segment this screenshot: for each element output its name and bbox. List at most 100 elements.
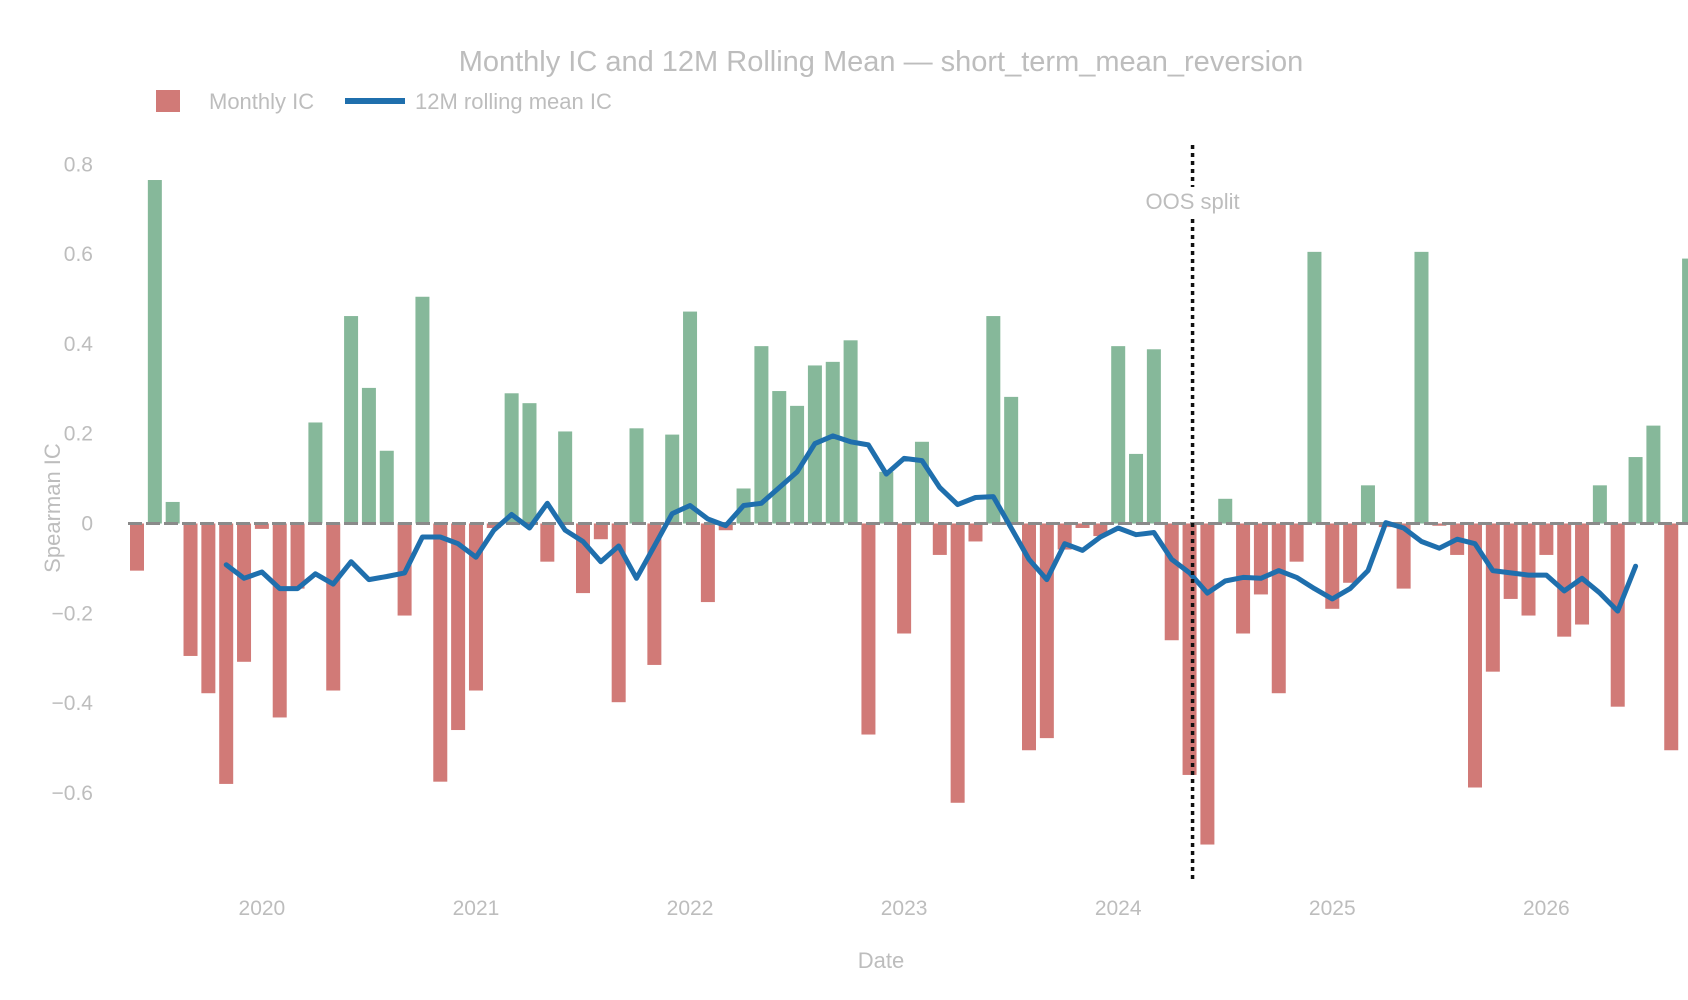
legend: Monthly IC 12M rolling mean IC [156, 89, 612, 114]
ic-bar [201, 523, 216, 694]
ic-bar [629, 428, 644, 524]
ic-bar [433, 523, 448, 782]
ic-bar [986, 316, 1001, 524]
y-axis-label: Spearman IC [40, 443, 65, 573]
ic-bar [1307, 251, 1322, 524]
ic-bar [290, 523, 305, 589]
ic-bar [790, 405, 805, 524]
ic-bar [272, 523, 287, 718]
ic-bar [1022, 523, 1036, 751]
ic-bar [1432, 523, 1447, 526]
ic-bar [1111, 346, 1126, 524]
x-tick-label: 2025 [1309, 897, 1356, 920]
ic-bar [1129, 453, 1144, 524]
ic-bar [1164, 523, 1179, 641]
ic-bar [1628, 457, 1643, 524]
ic-bar [1360, 485, 1375, 524]
x-tick-label: 2024 [1095, 897, 1142, 920]
chart-title: Monthly IC and 12M Rolling Mean — short_… [459, 46, 1304, 78]
ic-bar [772, 391, 787, 524]
ic-bar [165, 501, 180, 524]
ic-bar [237, 523, 252, 662]
ic-bar [1325, 523, 1340, 609]
ic-bar [1218, 498, 1233, 524]
ic-bar [1664, 523, 1679, 751]
ic-bar [558, 431, 573, 524]
ic-bar [1182, 523, 1197, 775]
ic-bar [897, 523, 912, 634]
ic-bar [700, 523, 715, 603]
ic-bar [1075, 523, 1090, 528]
ic-bar [611, 523, 626, 703]
legend-label-rolling-mean: 12M rolling mean IC [415, 89, 612, 114]
ic-bar [130, 523, 144, 571]
ic-bar [486, 523, 501, 528]
ic-bar [254, 523, 269, 529]
y-axis-ticks: 0.8 0.6 0.4 0.2 0 −0.2 −0.4 −0.6 [52, 153, 94, 805]
ic-bar [308, 422, 323, 524]
ic-bar [665, 434, 680, 524]
y-tick-label: 0.2 [64, 423, 93, 446]
rolling-mean-line [223, 433, 1639, 614]
y-tick-label: 0.4 [64, 333, 94, 356]
ic-bar [1271, 523, 1286, 694]
ic-bar [968, 523, 983, 542]
ic-bar [415, 296, 430, 524]
oos-split-marker: OOS split [1145, 145, 1240, 880]
ic-bar [1289, 523, 1304, 562]
ic-bar [647, 523, 662, 665]
rolling-mean-series [223, 433, 1639, 614]
ic-bar [1682, 258, 1688, 524]
ic-bar [1200, 523, 1215, 845]
x-tick-label: 2021 [453, 897, 500, 920]
y-tick-label: −0.4 [52, 692, 94, 715]
x-axis-ticks: 2020 2021 2022 2023 2024 2025 2026 [239, 897, 1570, 920]
ic-bar [1610, 523, 1625, 707]
ic-bar [379, 450, 394, 524]
ic-bar [147, 180, 162, 524]
ic-bar [540, 523, 555, 562]
ic-bar [1253, 523, 1268, 595]
y-tick-label: −0.2 [52, 602, 93, 625]
ic-bar [914, 441, 929, 524]
ic-bar [1396, 523, 1411, 589]
x-tick-label: 2023 [881, 897, 928, 920]
ic-bar [183, 523, 198, 656]
x-tick-label: 2026 [1523, 897, 1570, 920]
ic-bar [219, 523, 234, 784]
ic-bar [1468, 523, 1482, 788]
x-tick-label: 2022 [667, 897, 714, 920]
ic-bar [361, 387, 376, 524]
ic-bar [576, 523, 590, 594]
ic-bar [1485, 523, 1500, 672]
ic-bar [593, 523, 608, 540]
ic-bar [879, 471, 894, 524]
ic-bar [825, 361, 840, 524]
ic-bar [1414, 251, 1429, 524]
y-tick-label: 0.6 [64, 243, 93, 266]
ic-bar [932, 523, 947, 555]
ic-bar [451, 523, 466, 731]
ic-bar [468, 523, 483, 691]
ic-bar [1004, 396, 1019, 524]
ic-bar [1539, 523, 1554, 555]
ic-bar [522, 403, 537, 524]
ic-bar [1039, 523, 1054, 739]
y-tick-label: 0.8 [64, 153, 93, 176]
y-tick-label: −0.6 [52, 782, 93, 805]
ic-bar [861, 523, 876, 735]
ic-bar [683, 311, 698, 524]
ic-bar [344, 316, 359, 524]
ic-bar [1146, 349, 1161, 524]
oos-split-label: OOS split [1145, 189, 1239, 214]
ic-bar [754, 346, 769, 524]
legend-label-monthly-ic: Monthly IC [209, 89, 314, 114]
ic-bar [1575, 523, 1590, 625]
ic-bar [1557, 523, 1572, 637]
monthly-ic-bars [130, 180, 1688, 845]
ic-bar [1343, 523, 1358, 583]
ic-bar [843, 340, 858, 524]
ic-bar [504, 393, 519, 524]
legend-swatch-monthly-ic [156, 90, 180, 112]
